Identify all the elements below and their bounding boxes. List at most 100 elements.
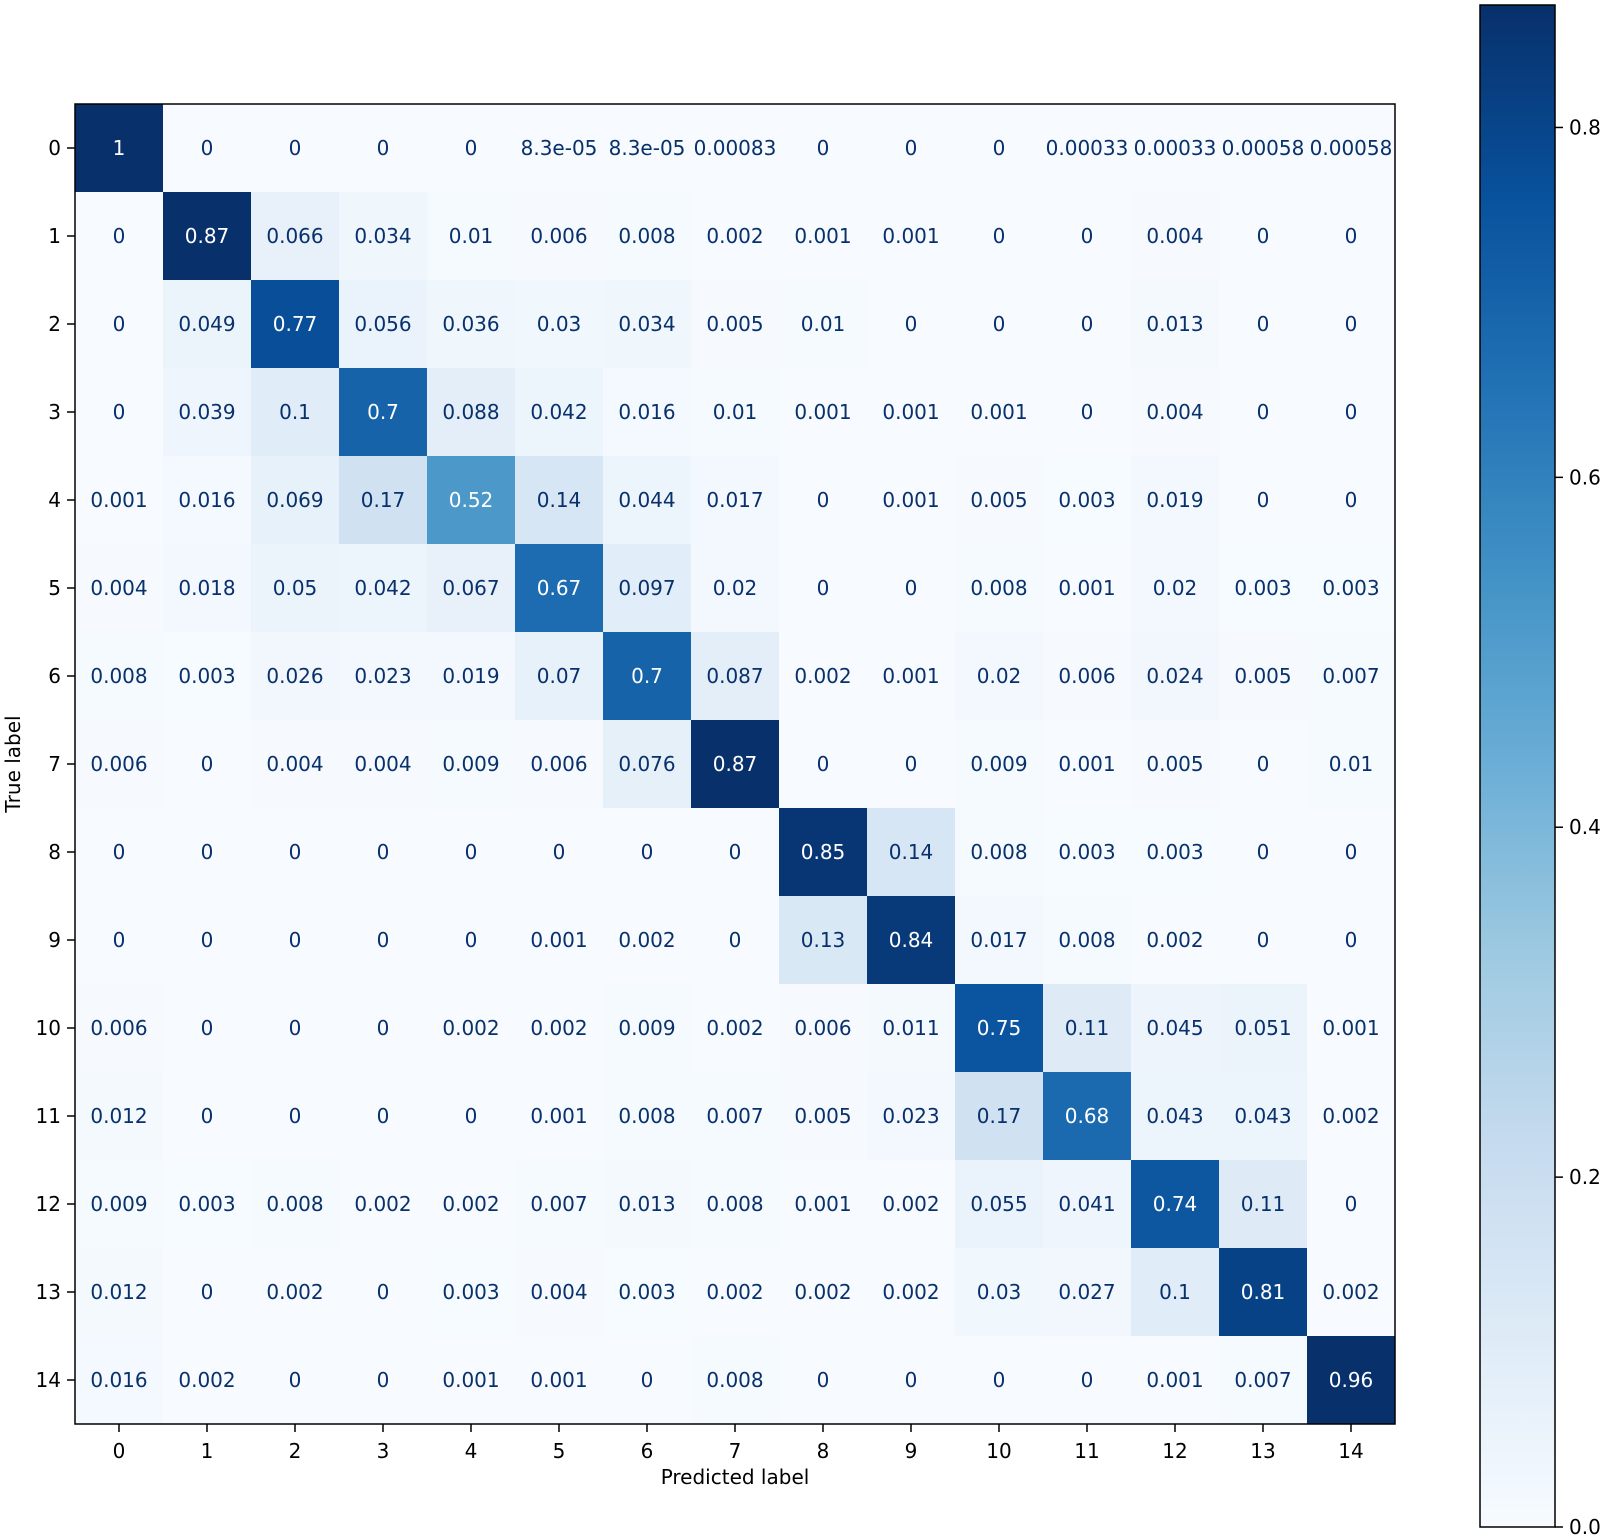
heatmap-cell	[1307, 1160, 1396, 1249]
heatmap-cell	[603, 632, 692, 721]
heatmap-cell	[779, 1072, 868, 1161]
cell-value-label: 0.001	[882, 664, 939, 688]
heatmap-cell	[1131, 720, 1220, 809]
cell-value-label: 0	[905, 136, 918, 160]
cell-value-label: 0	[465, 136, 478, 160]
heatmap-cell	[1219, 104, 1308, 193]
cell-value-label: 0.001	[1058, 752, 1115, 776]
cell-value-label: 0.002	[1322, 1280, 1379, 1304]
heatmap-cell	[427, 104, 516, 193]
heatmap-cell	[163, 1248, 252, 1337]
heatmap-cell	[1131, 1336, 1220, 1425]
heatmap-cell	[339, 1336, 428, 1425]
cell-value-label: 0.008	[90, 664, 147, 688]
heatmap-cell	[691, 720, 780, 809]
cell-value-label: 0.02	[977, 664, 1022, 688]
heatmap-cell	[339, 1072, 428, 1161]
heatmap-cell	[1131, 984, 1220, 1073]
cell-value-label: 0	[993, 312, 1006, 336]
cell-value-label: 0.004	[266, 752, 323, 776]
cell-value-label: 0	[993, 136, 1006, 160]
cell-value-label: 1	[113, 136, 126, 160]
heatmap-cell	[691, 1248, 780, 1337]
cell-value-label: 0	[641, 840, 654, 864]
heatmap-cell	[163, 808, 252, 897]
heatmap-cell	[515, 544, 604, 633]
cell-value-label: 0.027	[1058, 1280, 1115, 1304]
heatmap-cell	[427, 368, 516, 457]
heatmap-cell	[1219, 1248, 1308, 1337]
heatmap-cell	[1219, 984, 1308, 1073]
heatmap-cell	[603, 720, 692, 809]
cell-value-label: 0.68	[1065, 1104, 1110, 1128]
heatmap-cell	[691, 1160, 780, 1249]
heatmap-cell	[1307, 808, 1396, 897]
cell-value-label: 0.006	[794, 1016, 851, 1040]
cell-value-label: 0	[1345, 224, 1358, 248]
heatmap-cell	[1307, 280, 1396, 369]
heatmap-cell	[427, 1072, 516, 1161]
heatmap-cell	[1307, 104, 1396, 193]
cell-value-label: 0.008	[706, 1192, 763, 1216]
cell-value-label: 0	[1345, 928, 1358, 952]
heatmap-cell	[1131, 544, 1220, 633]
x-tick-label: 0	[113, 1439, 126, 1463]
cell-value-label: 0	[1081, 312, 1094, 336]
cell-value-label: 0.002	[882, 1280, 939, 1304]
x-tick-label: 4	[465, 1439, 478, 1463]
cell-value-label: 0.013	[1146, 312, 1203, 336]
cell-value-label: 0.01	[1329, 752, 1374, 776]
x-tick-label: 5	[553, 1439, 566, 1463]
heatmap-cell	[1131, 632, 1220, 721]
cell-value-label: 0.043	[1234, 1104, 1291, 1128]
cell-value-label: 0.005	[1146, 752, 1203, 776]
y-tick-label: 8	[48, 840, 61, 864]
cell-value-label: 0.002	[178, 1368, 235, 1392]
cell-value-label: 0.009	[442, 752, 499, 776]
cell-value-label: 0	[817, 576, 830, 600]
x-tick-label: 7	[729, 1439, 742, 1463]
heatmap-cell	[1219, 368, 1308, 457]
heatmap-cell	[339, 192, 428, 281]
cell-value-label: 0.002	[706, 1016, 763, 1040]
cell-value-label: 0.17	[361, 488, 406, 512]
cell-value-label: 0	[377, 1104, 390, 1128]
cell-value-label: 0	[553, 840, 566, 864]
heatmap-cell	[163, 104, 252, 193]
heatmap-cell	[1043, 632, 1132, 721]
heatmap-cell	[955, 632, 1044, 721]
heatmap-cell	[691, 456, 780, 545]
x-tick-label: 3	[377, 1439, 390, 1463]
cell-value-label: 0.01	[801, 312, 846, 336]
cell-value-label: 0.01	[713, 400, 758, 424]
heatmap-cell	[1131, 1160, 1220, 1249]
heatmap-cell	[75, 192, 164, 281]
heatmap-cell	[1219, 808, 1308, 897]
heatmap-cell	[867, 1160, 956, 1249]
heatmap-cell	[1043, 1248, 1132, 1337]
cell-value-label: 0.003	[178, 1192, 235, 1216]
heatmap-cell	[515, 896, 604, 985]
heatmap-cell	[251, 1160, 340, 1249]
heatmap-cell	[1043, 1336, 1132, 1425]
cell-value-label: 0	[289, 1104, 302, 1128]
cell-value-label: 0	[817, 488, 830, 512]
cell-value-label: 0.85	[801, 840, 846, 864]
colorbar-tick-label: 0.8	[1569, 115, 1601, 139]
cell-value-label: 0.11	[1241, 1192, 1286, 1216]
cell-value-label: 0.006	[530, 752, 587, 776]
heatmap-cell	[779, 984, 868, 1073]
cell-value-label: 0.024	[1146, 664, 1203, 688]
cell-value-label: 0.017	[706, 488, 763, 512]
heatmap-cell	[515, 808, 604, 897]
heatmap-cell	[515, 720, 604, 809]
cell-value-label: 0.001	[882, 224, 939, 248]
cell-value-label: 0.012	[90, 1104, 147, 1128]
heatmap-cell	[603, 1248, 692, 1337]
cell-value-label: 0	[289, 928, 302, 952]
cell-value-label: 0.001	[882, 400, 939, 424]
heatmap-cell	[251, 280, 340, 369]
heatmap-cell	[779, 1336, 868, 1425]
heatmap-cell	[779, 1160, 868, 1249]
